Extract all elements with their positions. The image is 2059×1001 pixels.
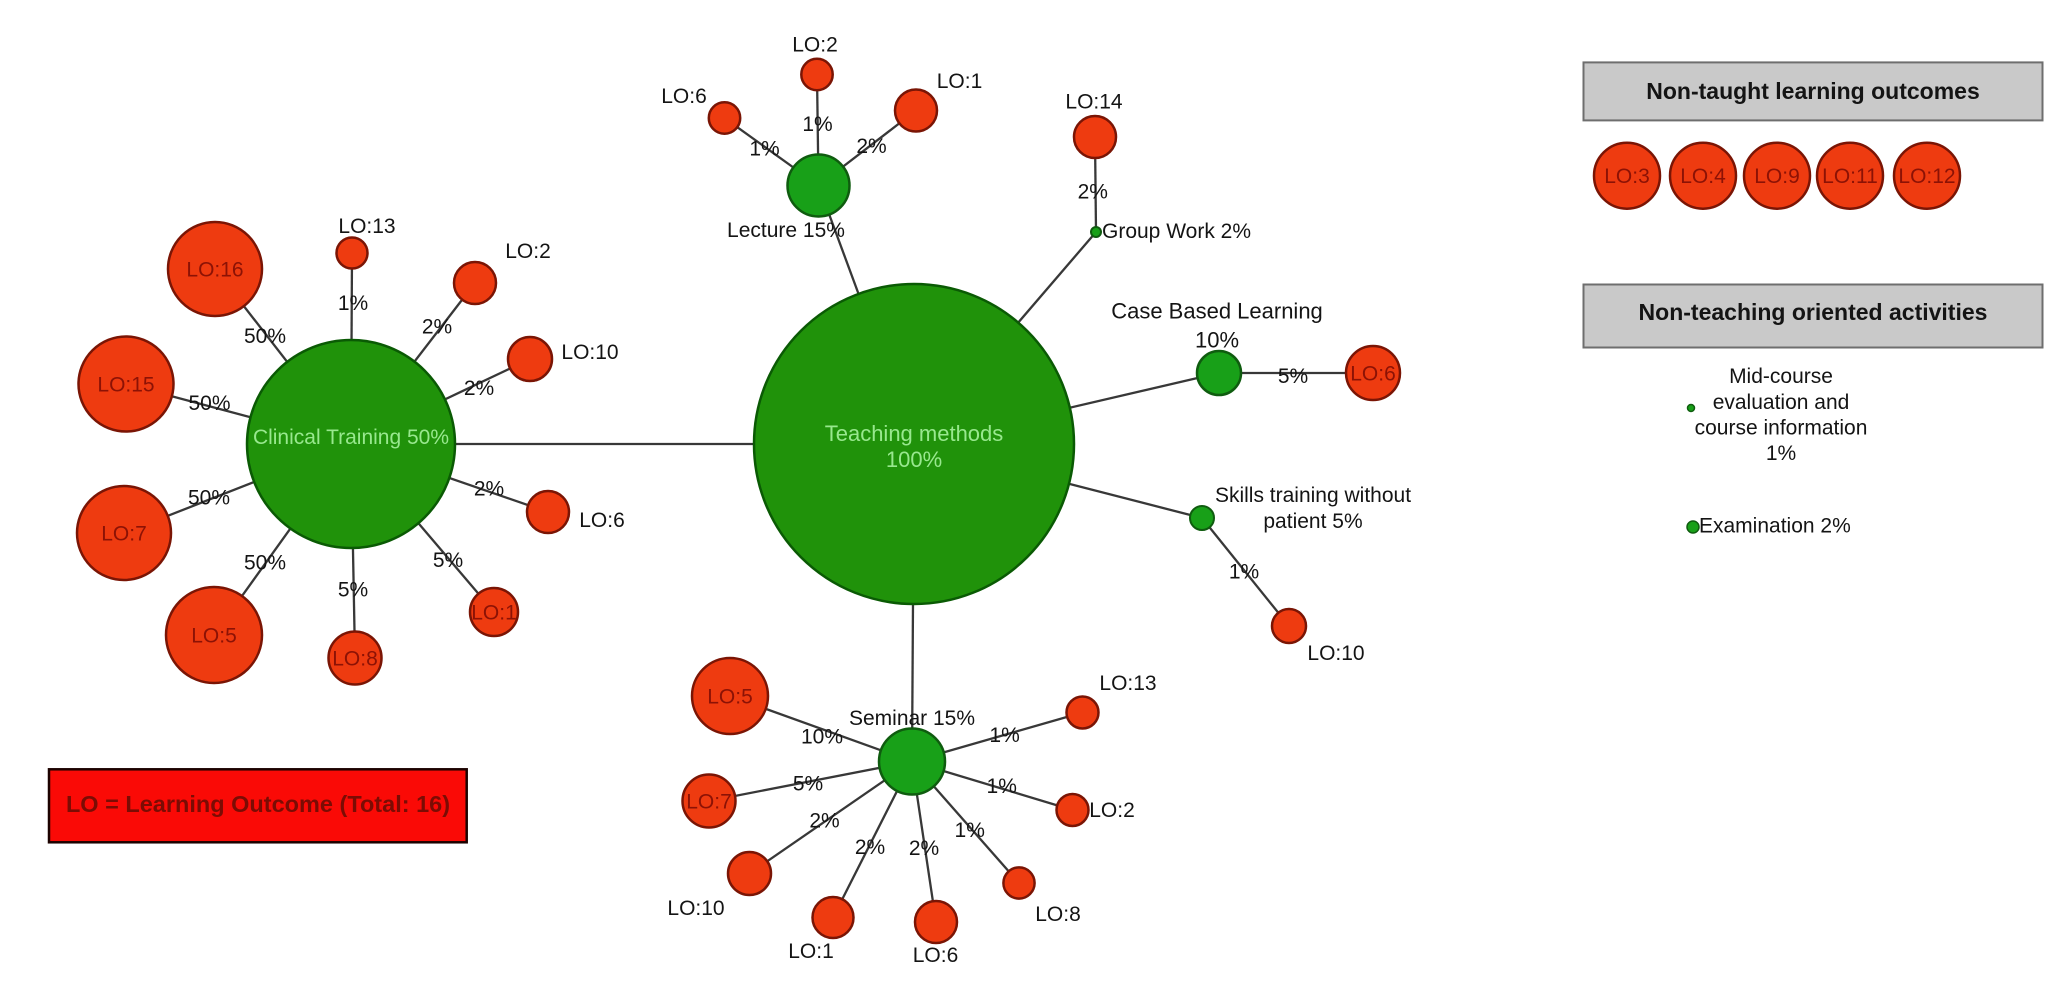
svg-text:10%: 10% [801, 726, 843, 749]
svg-text:LO:6: LO:6 [913, 944, 959, 967]
svg-text:LO:16: LO:16 [186, 259, 243, 282]
svg-text:Clinical Training 50%: Clinical Training 50% [253, 426, 449, 449]
svg-text:100%: 100% [886, 447, 942, 472]
svg-text:1%: 1% [1229, 561, 1259, 584]
svg-text:1%: 1% [987, 775, 1017, 798]
svg-text:LO:1: LO:1 [788, 940, 834, 963]
svg-text:LO:3: LO:3 [1604, 165, 1650, 188]
svg-text:LO:10: LO:10 [1307, 642, 1364, 665]
svg-text:LO:13: LO:13 [338, 215, 395, 238]
svg-text:LO:5: LO:5 [707, 686, 753, 709]
svg-text:1%: 1% [989, 724, 1019, 747]
svg-text:patient 5%: patient 5% [1263, 510, 1362, 533]
svg-text:LO:6: LO:6 [579, 509, 625, 532]
svg-text:2%: 2% [1078, 181, 1108, 204]
svg-text:Teaching methods: Teaching methods [825, 421, 1004, 446]
svg-text:Group Work 2%: Group Work 2% [1102, 220, 1251, 243]
svg-text:2%: 2% [464, 377, 494, 400]
svg-text:1%: 1% [802, 113, 832, 136]
svg-text:2%: 2% [909, 837, 939, 860]
svg-text:Mid-course: Mid-course [1729, 365, 1833, 388]
svg-text:LO:12: LO:12 [1898, 165, 1955, 188]
svg-text:course information: course information [1695, 417, 1868, 440]
svg-text:LO:15: LO:15 [97, 374, 154, 397]
svg-text:50%: 50% [188, 392, 230, 415]
svg-text:5%: 5% [793, 773, 823, 796]
svg-text:Examination 2%: Examination 2% [1699, 514, 1851, 537]
svg-text:LO:10: LO:10 [561, 341, 618, 364]
svg-text:10%: 10% [1195, 328, 1239, 353]
svg-text:1%: 1% [749, 138, 779, 161]
svg-text:LO:7: LO:7 [101, 523, 147, 546]
svg-text:LO:1: LO:1 [937, 70, 983, 93]
svg-text:2%: 2% [809, 809, 839, 832]
svg-text:LO:1: LO:1 [471, 602, 517, 625]
svg-text:2%: 2% [422, 316, 452, 339]
svg-text:LO:9: LO:9 [1754, 165, 1800, 188]
svg-text:LO:10: LO:10 [667, 897, 724, 920]
svg-text:1%: 1% [1766, 442, 1796, 465]
svg-text:50%: 50% [244, 325, 286, 348]
svg-text:5%: 5% [338, 579, 368, 602]
svg-text:LO:6: LO:6 [1350, 363, 1396, 386]
svg-text:Case Based Learning: Case Based Learning [1111, 299, 1323, 324]
svg-text:Lecture 15%: Lecture 15% [727, 219, 845, 242]
svg-text:LO:2: LO:2 [1089, 799, 1135, 822]
svg-text:Non-teaching oriented activiti: Non-teaching oriented activities [1639, 299, 1988, 325]
svg-text:LO:5: LO:5 [191, 625, 237, 648]
svg-text:LO:2: LO:2 [792, 34, 838, 57]
svg-text:2%: 2% [474, 478, 504, 501]
svg-text:LO:11: LO:11 [1822, 165, 1878, 188]
svg-text:Non-taught learning outcomes: Non-taught learning outcomes [1646, 78, 1980, 104]
svg-text:2%: 2% [856, 135, 886, 158]
svg-text:1%: 1% [955, 819, 985, 842]
svg-text:LO = Learning Outcome (Total:: LO = Learning Outcome (Total: 16) [66, 791, 450, 817]
svg-text:LO:14: LO:14 [1065, 90, 1123, 113]
svg-text:Skills training without: Skills training without [1215, 484, 1411, 507]
svg-text:Seminar 15%: Seminar 15% [849, 707, 975, 730]
svg-text:50%: 50% [244, 552, 286, 575]
svg-text:LO:13: LO:13 [1099, 672, 1156, 695]
svg-text:1%: 1% [338, 292, 368, 315]
svg-text:LO:7: LO:7 [686, 791, 732, 814]
svg-text:evaluation and: evaluation and [1713, 391, 1850, 414]
svg-text:LO:8: LO:8 [332, 648, 378, 671]
svg-text:LO:8: LO:8 [1035, 903, 1081, 926]
svg-text:LO:4: LO:4 [1680, 165, 1726, 188]
svg-text:5%: 5% [433, 549, 463, 572]
svg-text:50%: 50% [188, 487, 230, 510]
svg-text:5%: 5% [1278, 365, 1308, 388]
svg-text:2%: 2% [855, 836, 885, 859]
svg-text:LO:6: LO:6 [661, 85, 707, 108]
svg-text:LO:2: LO:2 [505, 240, 551, 263]
